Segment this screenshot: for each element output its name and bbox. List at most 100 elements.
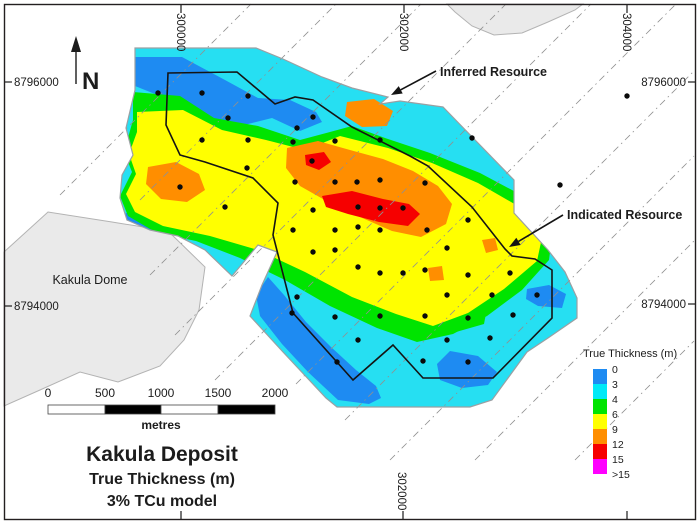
- trend-lines: [59, 3, 695, 461]
- map-subtitle: True Thickness (m): [89, 471, 235, 488]
- legend-break-label: >15: [612, 469, 630, 481]
- drill-hole-dot: [199, 137, 205, 143]
- grid-label-left: 8794000: [14, 301, 59, 313]
- drill-hole-dot: [444, 245, 450, 251]
- drill-hole-dot: [289, 310, 295, 316]
- thickness-blue-patch: [526, 285, 566, 308]
- inferred-arrow-line: [400, 70, 437, 91]
- drill-hole-dot: [465, 359, 471, 365]
- legend-swatch: [593, 459, 607, 474]
- drill-hole-dot: [557, 182, 563, 188]
- drill-hole-dot: [290, 227, 296, 233]
- thickness-orange-patch: [482, 238, 498, 253]
- trend-line: [214, 3, 592, 381]
- grid-label-left: 8796000: [14, 77, 59, 89]
- kakula-dome-shape: [3, 211, 206, 407]
- grid-label-top: 300000: [174, 13, 186, 51]
- legend-swatch: [593, 444, 607, 459]
- drill-hole-dot: [355, 264, 361, 270]
- thickness-blue-patch: [135, 57, 322, 131]
- trend-line: [149, 3, 422, 276]
- legend-break-label: 15: [612, 454, 624, 466]
- north-arrow: N: [71, 36, 99, 95]
- trend-line: [474, 240, 695, 461]
- drill-hole-dot: [245, 137, 251, 143]
- scalebar-segment: [47, 404, 106, 415]
- scalebar-label-1000: 1000: [148, 386, 175, 400]
- drill-holes: [155, 90, 630, 365]
- drill-hole-dot: [290, 139, 296, 145]
- legend-break-label: 12: [612, 439, 624, 451]
- drill-hole-dot: [377, 313, 383, 319]
- thickness-red-patch: [322, 191, 420, 226]
- scalebar-label-2000: 2000: [262, 386, 289, 400]
- thickness-raster: [120, 48, 577, 407]
- drill-hole-dot: [222, 204, 228, 210]
- indicated-arrow-line: [518, 214, 564, 243]
- drill-hole-dot: [244, 165, 250, 171]
- thickness-orange-patch: [345, 99, 393, 127]
- drill-hole-dot: [400, 205, 406, 211]
- indicated-resource-outline: [165, 71, 553, 382]
- kakula-dome-label: Kakula Dome: [52, 273, 127, 287]
- grid-label-right: 8796000: [641, 77, 686, 89]
- drill-hole-dot: [332, 179, 338, 185]
- drill-hole-dot: [355, 337, 361, 343]
- inferred-resource-outline: [119, 47, 578, 408]
- drill-hole-dot: [294, 125, 300, 131]
- drill-hole-dot: [377, 205, 383, 211]
- drill-hole-dot: [469, 135, 475, 141]
- thickness-red-patch: [305, 152, 331, 170]
- scalebar-segments: [47, 404, 276, 415]
- legend-swatch: [593, 429, 607, 444]
- grid-label-top: 304000: [620, 13, 632, 51]
- trend-line: [59, 3, 252, 196]
- drill-hole-dot: [422, 180, 428, 186]
- legend-break-label: 3: [612, 379, 618, 391]
- drill-hole-dot: [377, 137, 383, 143]
- drill-hole-dot: [424, 227, 430, 233]
- trend-line: [139, 3, 337, 201]
- legend-swatch: [593, 414, 607, 429]
- thickness-orange-patch: [146, 162, 205, 202]
- drill-hole-dot: [332, 314, 338, 320]
- legend-break-label: 4: [612, 394, 618, 406]
- drill-hole-dot: [422, 313, 428, 319]
- thickness-orange-patch: [428, 266, 444, 281]
- map-model-label: 3% TCu model: [107, 493, 217, 510]
- map-title: Kakula Deposit: [86, 443, 238, 466]
- north-arrow-head: [71, 36, 81, 52]
- indicated-resource-label: Indicated Resource: [567, 208, 682, 222]
- scalebar-label-500: 500: [95, 386, 115, 400]
- grid-label-bottom: 302000: [395, 472, 407, 510]
- drill-hole-dot: [155, 90, 161, 96]
- legend-swatch: [593, 399, 607, 414]
- drill-hole-dot: [377, 177, 383, 183]
- title-block: Kakula Deposit True Thickness (m) 3% TCu…: [86, 443, 238, 510]
- north-label: N: [82, 68, 99, 95]
- drill-hole-dot: [444, 337, 450, 343]
- north-dome-shape: [445, 3, 585, 36]
- drill-hole-dot: [377, 270, 383, 276]
- drill-hole-dot: [225, 115, 231, 121]
- trend-line: [295, 3, 677, 385]
- drill-hole-dot: [400, 270, 406, 276]
- drill-hole-dot: [354, 179, 360, 185]
- scalebar-segment: [104, 404, 162, 415]
- drill-hole-dot: [310, 114, 316, 120]
- drill-hole-dot: [507, 270, 513, 276]
- trend-line: [389, 155, 695, 461]
- grid-label-top: 302000: [397, 13, 409, 51]
- inferred-arrow-head: [391, 86, 403, 95]
- drill-hole-dot: [310, 207, 316, 213]
- drill-hole-dot: [334, 359, 340, 365]
- drill-hole-dot: [199, 90, 205, 96]
- dome-outcrops: [3, 3, 585, 407]
- drill-hole-dot: [294, 294, 300, 300]
- scalebar: 0 500 1000 1500 2000 metres: [45, 386, 289, 432]
- legend-break-label: 6: [612, 409, 618, 421]
- drill-hole-dot: [355, 204, 361, 210]
- inferred-resource-label: Inferred Resource: [440, 65, 547, 79]
- drill-hole-dot: [310, 249, 316, 255]
